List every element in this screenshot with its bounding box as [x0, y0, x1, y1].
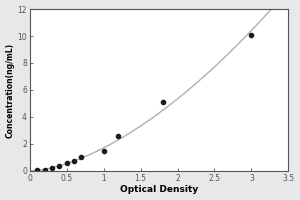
- X-axis label: Optical Density: Optical Density: [120, 185, 198, 194]
- Y-axis label: Concentration(ng/mL): Concentration(ng/mL): [6, 42, 15, 138]
